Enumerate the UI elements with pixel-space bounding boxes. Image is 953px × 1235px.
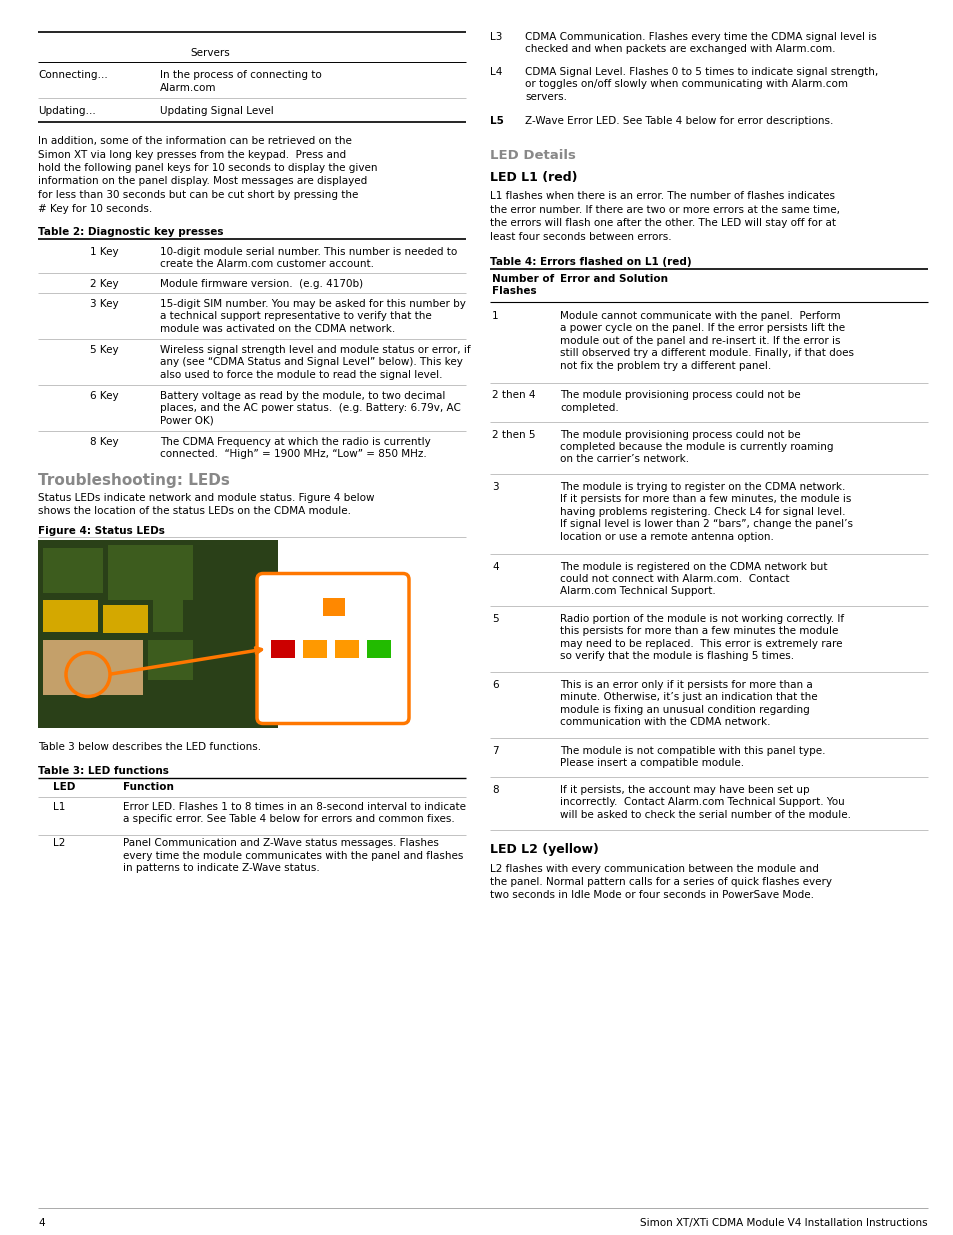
Text: Error and Solution: Error and Solution: [559, 274, 667, 284]
Bar: [335, 640, 358, 657]
Text: 3: 3: [492, 482, 498, 492]
Text: L5: L5: [490, 116, 503, 126]
Text: In addition, some of the information can be retrieved on the: In addition, some of the information can…: [38, 136, 352, 146]
Text: L2: L2: [305, 672, 316, 680]
Text: Connecting…: Connecting…: [38, 70, 108, 80]
Text: for less than 30 seconds but can be cut short by pressing the: for less than 30 seconds but can be cut …: [38, 190, 358, 200]
Text: LED Details: LED Details: [490, 149, 576, 162]
Text: Figure 4: Status LEDs: Figure 4: Status LEDs: [38, 526, 165, 536]
Text: Battery voltage as read by the module, to two decimal
places, and the AC power s: Battery voltage as read by the module, t…: [160, 391, 460, 426]
Text: 2 then 4: 2 then 4: [492, 390, 535, 400]
Text: L1 flashes when there is an error. The number of flashes indicates: L1 flashes when there is an error. The n…: [490, 191, 834, 201]
Bar: [323, 598, 345, 615]
Text: The module provisioning process could not be
completed because the module is cur: The module provisioning process could no…: [559, 430, 833, 464]
Bar: [148, 640, 193, 679]
Text: The CDMA Frequency at which the radio is currently
connected.  “High” = 1900 MHz: The CDMA Frequency at which the radio is…: [160, 437, 431, 459]
Text: LED L1 (red): LED L1 (red): [490, 170, 577, 184]
Text: 5: 5: [492, 614, 498, 624]
Bar: [303, 640, 327, 657]
Text: Module firmware version.  (e.g. 4170b): Module firmware version. (e.g. 4170b): [160, 279, 363, 289]
Text: 15-digit SIM number. You may be asked for this number by
a technical support rep: 15-digit SIM number. You may be asked fo…: [160, 299, 465, 333]
Text: 2 Key: 2 Key: [90, 279, 118, 289]
Text: Number of
Flashes: Number of Flashes: [492, 274, 554, 296]
FancyBboxPatch shape: [256, 573, 409, 724]
Text: L4: L4: [490, 67, 502, 77]
Text: shows the location of the status LEDs on the CDMA module.: shows the location of the status LEDs on…: [38, 506, 351, 516]
Text: 4: 4: [38, 1218, 45, 1228]
Text: This is an error only if it persists for more than a
minute. Otherwise, it’s jus: This is an error only if it persists for…: [559, 680, 817, 727]
Text: L5: L5: [325, 627, 336, 636]
Text: The module is registered on the CDMA network but
could not connect with Alarm.co: The module is registered on the CDMA net…: [559, 562, 826, 597]
Text: L1: L1: [53, 802, 66, 811]
Bar: [198, 547, 268, 647]
Bar: [108, 545, 193, 599]
Text: If it persists, the account may have been set up
incorrectly.  Contact Alarm.com: If it persists, the account may have bee…: [559, 785, 850, 820]
Text: 1 Key: 1 Key: [90, 247, 118, 257]
Text: two seconds in Idle Mode or four seconds in PowerSave Mode.: two seconds in Idle Mode or four seconds…: [490, 890, 813, 900]
Text: Radio portion of the module is not working correctly. If
this persists for more : Radio portion of the module is not worki…: [559, 614, 843, 661]
Text: Simon XT/XTi CDMA Module V4 Installation Instructions: Simon XT/XTi CDMA Module V4 Installation…: [639, 1218, 927, 1228]
Text: LED L2 (yellow): LED L2 (yellow): [490, 844, 598, 857]
Text: Table 3: LED functions: Table 3: LED functions: [38, 766, 169, 776]
Text: Table 4: Errors flashed on L1 (red): Table 4: Errors flashed on L1 (red): [490, 257, 691, 267]
Text: Troubleshooting: LEDs: Troubleshooting: LEDs: [38, 473, 230, 488]
Text: information on the panel display. Most messages are displayed: information on the panel display. Most m…: [38, 177, 367, 186]
Text: 10-digit module serial number. This number is needed to
create the Alarm.com cus: 10-digit module serial number. This numb…: [160, 247, 456, 269]
Bar: [103, 604, 148, 632]
Text: 6 Key: 6 Key: [90, 391, 118, 401]
Text: Status LEDs indicate network and module status. Figure 4 below: Status LEDs indicate network and module …: [38, 493, 375, 503]
Bar: [38, 540, 277, 727]
Text: 5 Key: 5 Key: [90, 345, 118, 354]
Text: Module cannot communicate with the panel.  Perform
a power cycle on the panel. I: Module cannot communicate with the panel…: [559, 311, 853, 370]
Text: Z-Wave Error LED. See Table 4 below for error descriptions.: Z-Wave Error LED. See Table 4 below for …: [524, 116, 833, 126]
Text: L2 flashes with every communication between the module and: L2 flashes with every communication betw…: [490, 863, 818, 873]
Text: CDMA Signal Level. Flashes 0 to 5 times to indicate signal strength,
or toggles : CDMA Signal Level. Flashes 0 to 5 times …: [524, 67, 878, 101]
Text: 8: 8: [492, 785, 498, 795]
Text: the errors will flash one after the other. The LED will stay off for at: the errors will flash one after the othe…: [490, 219, 835, 228]
Text: 3 Key: 3 Key: [90, 299, 118, 309]
Text: Wireless signal strength level and module status or error, if
any (see “CDMA Sta: Wireless signal strength level and modul…: [160, 345, 470, 380]
Text: Table 2: Diagnostic key presses: Table 2: Diagnostic key presses: [38, 227, 223, 237]
Text: the panel. Normal pattern calls for a series of quick flashes every: the panel. Normal pattern calls for a se…: [490, 877, 831, 887]
Text: 1: 1: [492, 311, 498, 321]
Text: Error LED. Flashes 1 to 8 times in an 8-second interval to indicate
a specific e: Error LED. Flashes 1 to 8 times in an 8-…: [123, 802, 465, 824]
Bar: [43, 547, 103, 593]
Text: 6: 6: [492, 680, 498, 690]
Text: least four seconds between errors.: least four seconds between errors.: [490, 231, 671, 242]
Text: the error number. If there are two or more errors at the same time,: the error number. If there are two or mo…: [490, 205, 840, 215]
Text: The module is trying to register on the CDMA network.
If it persists for more th: The module is trying to register on the …: [559, 482, 852, 542]
Text: 2 then 5: 2 then 5: [492, 430, 535, 440]
Text: L2: L2: [53, 839, 66, 848]
Bar: [367, 640, 391, 657]
Text: Updating…: Updating…: [38, 106, 95, 116]
Text: 8 Key: 8 Key: [90, 437, 118, 447]
Text: Simon XT via long key presses from the keypad.  Press and: Simon XT via long key presses from the k…: [38, 149, 346, 159]
Text: The module is not compatible with this panel type.
Please insert a compatible mo: The module is not compatible with this p…: [559, 746, 824, 768]
Text: L3: L3: [490, 32, 502, 42]
Text: L4: L4: [369, 672, 381, 680]
Bar: [271, 640, 294, 657]
Text: LED: LED: [53, 783, 75, 793]
Text: hold the following panel keys for 10 seconds to display the given: hold the following panel keys for 10 sec…: [38, 163, 377, 173]
Text: L1: L1: [273, 672, 285, 680]
Text: CDMA Communication. Flashes every time the CDMA signal level is
checked and when: CDMA Communication. Flashes every time t…: [524, 32, 876, 54]
Text: Servers: Servers: [190, 48, 230, 58]
Bar: [43, 599, 98, 631]
Text: 4: 4: [492, 562, 498, 572]
Text: In the process of connecting to
Alarm.com: In the process of connecting to Alarm.co…: [160, 70, 321, 93]
Text: Updating Signal Level: Updating Signal Level: [160, 106, 274, 116]
Text: Function: Function: [123, 783, 173, 793]
Text: L3: L3: [336, 672, 349, 680]
Text: 7: 7: [492, 746, 498, 756]
Text: Panel Communication and Z-Wave status messages. Flashes
every time the module co: Panel Communication and Z-Wave status me…: [123, 839, 463, 873]
Text: The module provisioning process could not be
completed.: The module provisioning process could no…: [559, 390, 800, 412]
Text: Table 3 below describes the LED functions.: Table 3 below describes the LED function…: [38, 741, 261, 752]
Text: # Key for 10 seconds.: # Key for 10 seconds.: [38, 204, 152, 214]
Bar: [152, 599, 183, 631]
Bar: [43, 640, 143, 694]
